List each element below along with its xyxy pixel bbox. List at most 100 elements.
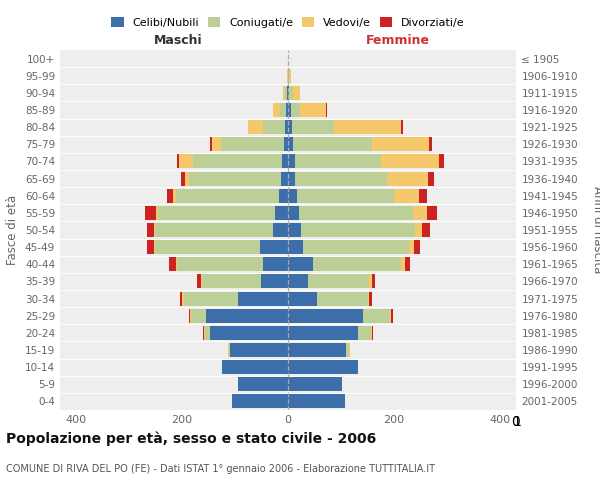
Bar	[210, 138, 212, 151]
Bar	[179, 154, 193, 168]
Bar	[292, 120, 334, 134]
Text: Popolazione per età, sesso e stato civile - 2006: Popolazione per età, sesso e stato civil…	[6, 431, 376, 446]
Bar	[209, 326, 288, 340]
Bar	[173, 188, 176, 202]
Bar	[279, 188, 288, 202]
Bar	[263, 120, 286, 134]
Bar	[284, 138, 288, 151]
Bar	[154, 223, 155, 237]
Text: Anni di nascita: Anni di nascita	[590, 186, 600, 274]
Bar	[189, 308, 190, 322]
Bar	[202, 274, 262, 288]
Bar	[260, 240, 288, 254]
Bar	[390, 308, 391, 322]
Bar	[394, 188, 419, 202]
Bar	[371, 326, 373, 340]
Bar	[293, 138, 372, 151]
Bar	[288, 394, 345, 408]
Bar	[145, 206, 156, 220]
Bar	[156, 206, 158, 220]
Bar	[368, 292, 369, 306]
Bar	[301, 223, 415, 237]
Bar	[409, 240, 413, 254]
Bar	[288, 326, 358, 340]
Bar	[232, 394, 288, 408]
Bar	[273, 223, 288, 237]
Bar	[288, 68, 289, 82]
Bar	[155, 240, 260, 254]
Bar	[230, 343, 288, 357]
Bar	[303, 240, 409, 254]
Bar	[190, 172, 281, 185]
Bar	[317, 292, 368, 306]
Bar	[248, 120, 263, 134]
Bar	[404, 258, 410, 272]
Bar	[293, 86, 299, 100]
Bar	[288, 103, 290, 117]
Bar	[288, 360, 358, 374]
Bar	[155, 223, 273, 237]
Bar	[169, 258, 176, 272]
Bar	[299, 206, 413, 220]
Bar	[212, 138, 221, 151]
Bar	[429, 138, 431, 151]
Bar	[295, 154, 382, 168]
Bar	[158, 206, 275, 220]
Bar	[428, 172, 434, 185]
Bar	[391, 308, 393, 322]
Bar	[288, 240, 303, 254]
Bar	[154, 240, 155, 254]
Bar	[372, 138, 429, 151]
Bar	[288, 172, 295, 185]
Bar	[286, 86, 287, 100]
Bar	[275, 206, 288, 220]
Bar	[401, 120, 403, 134]
Bar	[262, 274, 288, 288]
Bar	[439, 154, 444, 168]
Bar	[413, 240, 420, 254]
Bar	[281, 154, 288, 168]
Bar	[415, 223, 422, 237]
Bar	[369, 292, 372, 306]
Bar	[427, 206, 437, 220]
Y-axis label: Fasce di età: Fasce di età	[7, 195, 19, 265]
Bar	[401, 258, 404, 272]
Bar	[289, 68, 290, 82]
Legend: Celibi/Nubili, Coniugati/e, Vedovi/e, Divorziati/e: Celibi/Nubili, Coniugati/e, Vedovi/e, Di…	[107, 12, 469, 32]
Bar	[297, 188, 394, 202]
Bar	[287, 68, 288, 82]
Bar	[288, 223, 301, 237]
Bar	[288, 274, 308, 288]
Bar	[334, 120, 401, 134]
Bar	[184, 292, 238, 306]
Bar	[382, 154, 439, 168]
Text: COMUNE DI RIVA DEL PO (FE) - Dati ISTAT 1° gennaio 2006 - Elaborazione TUTTITALI: COMUNE DI RIVA DEL PO (FE) - Dati ISTAT …	[6, 464, 435, 474]
Bar	[288, 120, 292, 134]
Bar	[300, 103, 326, 117]
Bar	[286, 120, 288, 134]
Bar	[176, 188, 279, 202]
Bar	[180, 292, 182, 306]
Bar	[288, 308, 363, 322]
Bar	[238, 378, 288, 392]
Bar	[290, 103, 300, 117]
Bar	[288, 154, 295, 168]
Bar	[288, 188, 297, 202]
Bar	[147, 240, 154, 254]
Bar	[288, 378, 342, 392]
Bar	[193, 154, 281, 168]
Text: Maschi: Maschi	[154, 34, 203, 46]
Bar	[286, 103, 288, 117]
Bar	[176, 258, 263, 272]
Bar	[308, 274, 369, 288]
Bar	[288, 86, 289, 100]
Bar	[176, 154, 179, 168]
Bar	[326, 103, 327, 117]
Bar	[280, 103, 286, 117]
Bar	[313, 258, 401, 272]
Bar	[288, 343, 346, 357]
Bar	[167, 188, 173, 202]
Bar	[182, 292, 184, 306]
Bar	[229, 343, 230, 357]
Bar	[203, 326, 204, 340]
